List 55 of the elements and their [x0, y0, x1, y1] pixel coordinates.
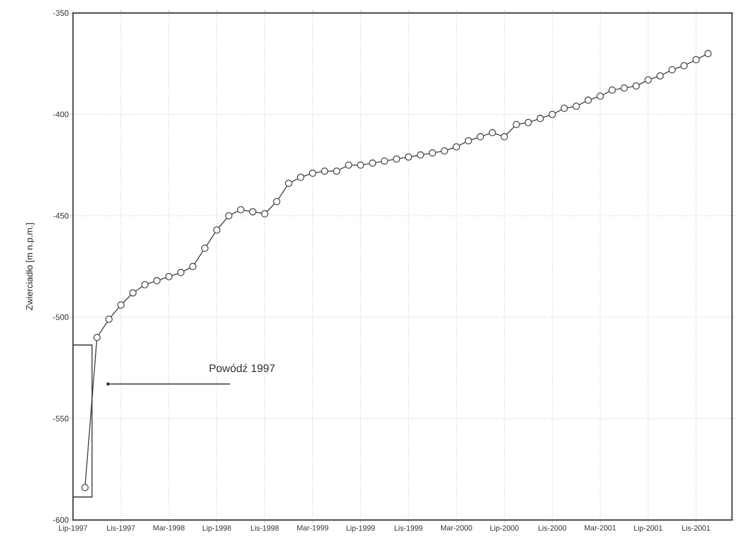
- point: [668, 66, 676, 74]
- point: [560, 104, 568, 112]
- point: [105, 316, 113, 323]
- point: [392, 155, 400, 163]
- point: [536, 114, 544, 122]
- point: [632, 82, 640, 90]
- point: [464, 137, 472, 144]
- point: [356, 161, 364, 169]
- point: [320, 168, 328, 175]
- point: [368, 159, 376, 167]
- point: [476, 133, 484, 140]
- point: [524, 118, 532, 126]
- point: [153, 277, 161, 284]
- point: [308, 170, 316, 177]
- point: [237, 206, 244, 214]
- point: [500, 133, 508, 140]
- point: [117, 301, 125, 309]
- point: [225, 212, 232, 220]
- point: [512, 120, 520, 128]
- point: [440, 147, 448, 155]
- point: [261, 210, 268, 218]
- point: [249, 208, 256, 216]
- point: [273, 198, 280, 206]
- point: [177, 268, 184, 276]
- point: [488, 129, 496, 136]
- point: [380, 157, 388, 165]
- point: [428, 149, 436, 157]
- point: [584, 96, 592, 104]
- point: [656, 72, 664, 80]
- point: [404, 153, 412, 161]
- point: [572, 102, 580, 110]
- point: [213, 226, 220, 234]
- point: [332, 168, 340, 175]
- point: [285, 180, 292, 187]
- point: [692, 56, 700, 64]
- point: [201, 244, 208, 252]
- point: [608, 86, 616, 94]
- point: [344, 161, 352, 169]
- point: [81, 484, 89, 492]
- point: [596, 92, 604, 100]
- point: [165, 272, 173, 280]
- point: [452, 143, 460, 150]
- point: [548, 110, 556, 118]
- point: [644, 76, 652, 84]
- y-axis-title: Zwierciadło [m n.p.m.]: [26, 223, 34, 310]
- point: [93, 334, 101, 342]
- point: [416, 151, 424, 159]
- point: [141, 281, 149, 288]
- annotation: Powódź 1997: [210, 364, 275, 372]
- point: [680, 62, 688, 70]
- point: [297, 174, 304, 181]
- point: [129, 289, 137, 297]
- point: [189, 262, 196, 270]
- point: [620, 84, 628, 92]
- point: [704, 50, 712, 58]
